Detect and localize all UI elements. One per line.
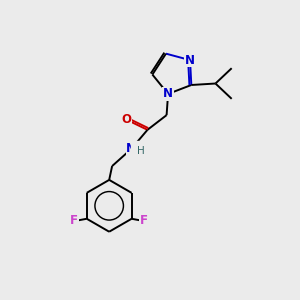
- Text: F: F: [70, 214, 78, 227]
- Text: N: N: [185, 54, 195, 67]
- Text: N: N: [126, 142, 136, 155]
- Text: F: F: [140, 214, 148, 227]
- Text: N: N: [163, 87, 173, 101]
- Text: O: O: [121, 113, 131, 126]
- Text: H: H: [137, 146, 145, 156]
